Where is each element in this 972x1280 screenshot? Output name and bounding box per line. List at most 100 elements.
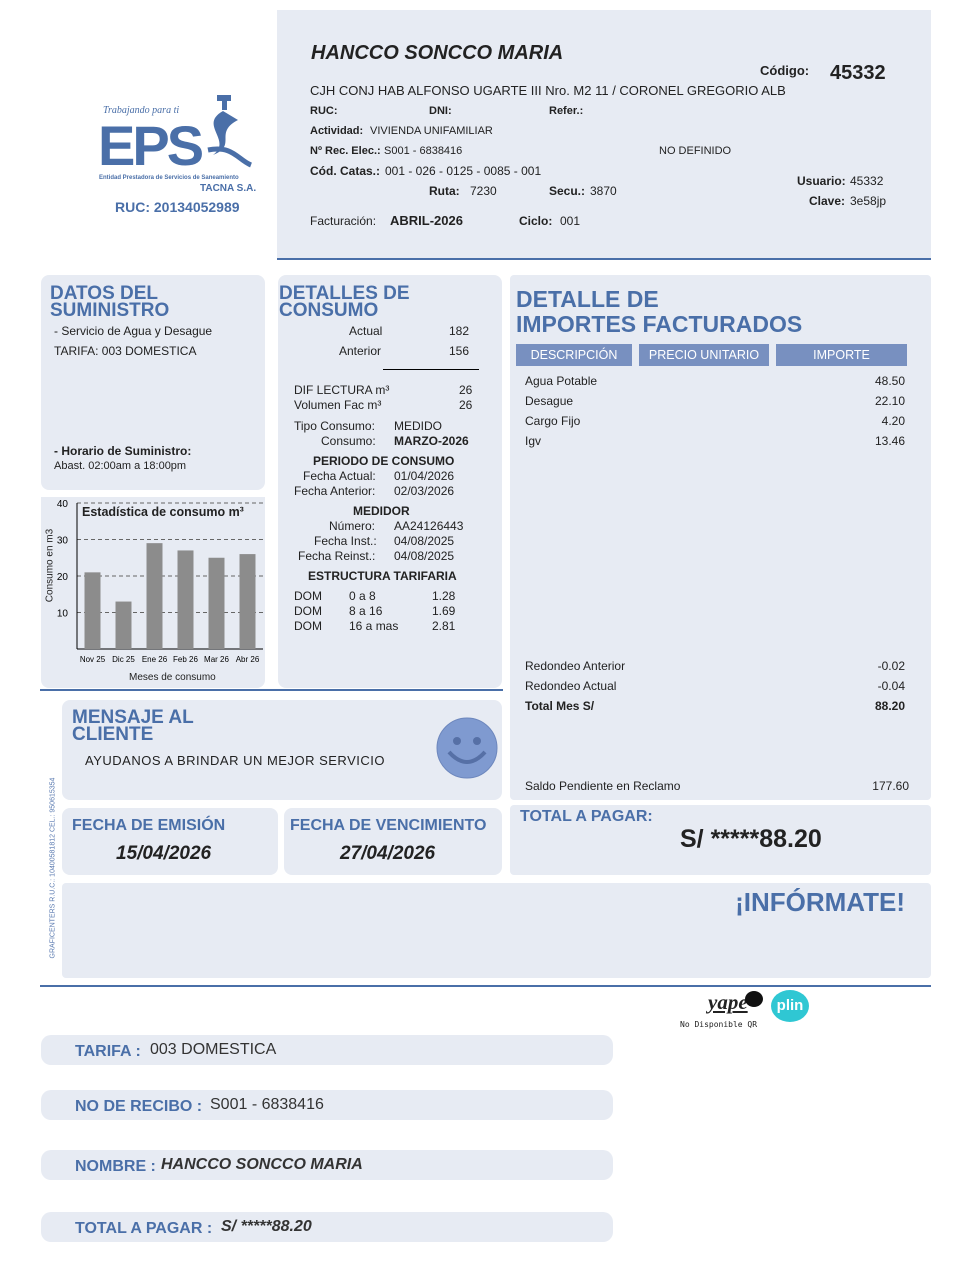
logo-ruc: RUC: 20134052989 xyxy=(115,199,240,215)
y-tick-label: 40 xyxy=(57,499,69,510)
importe-row: Cargo Fijo 4.20 xyxy=(525,414,905,428)
logo-company: TACNA S.A. xyxy=(200,183,257,194)
customer-header: HANCCO SONCCO MARIA Código: 45332 CJH CO… xyxy=(277,10,931,258)
medidor-title: MEDIDOR xyxy=(353,504,410,518)
mensaje-title: MENSAJE AL CLIENTE xyxy=(72,707,194,745)
redondeo-anterior-row: Redondeo Anterior -0.02 xyxy=(525,659,905,673)
actividad-label: Actividad: xyxy=(310,125,364,137)
vol-value: 26 xyxy=(459,398,473,412)
ruta-value: 7230 xyxy=(470,184,497,198)
total-label: TOTAL A PAGAR: xyxy=(520,808,653,825)
total-pagar-panel: TOTAL A PAGAR: S/ *****88.20 xyxy=(510,805,931,875)
chart-bar xyxy=(146,543,163,649)
ruta-label: Ruta: xyxy=(429,184,460,198)
yape-badge-icon xyxy=(745,991,763,1007)
resumen-nombre: NOMBRE : HANCCO SONCCO MARIA xyxy=(41,1150,613,1180)
fecha-emision-panel: FECHA DE EMISIÓN 15/04/2026 xyxy=(62,808,278,875)
x-tick-label: Mar 26 xyxy=(204,655,229,664)
datos-suministro-panel: DATOS DEL SUMINISTRO - Servicio de Agua y… xyxy=(41,275,265,490)
tipo-value: MEDIDO xyxy=(394,419,442,433)
saldo-reclamo-row: Saldo Pendiente en Reclamo 177.60 xyxy=(525,779,909,793)
sum-line xyxy=(383,369,479,370)
total-mes-row: Total Mes S/88.20 xyxy=(525,699,905,713)
consumo-title: DETALLES DE CONSUMO xyxy=(279,283,410,321)
servicio-text: - Servicio de Agua y Desague xyxy=(54,324,213,338)
facturacion-label: Facturación: xyxy=(310,214,377,228)
x-tick-label: Abr 26 xyxy=(236,655,260,664)
footer-divider xyxy=(40,985,931,987)
informate-panel: ¡INFÓRMATE! xyxy=(62,883,931,978)
importes-title: DETALLE DE IMPORTES FACTURADOS xyxy=(516,286,803,337)
resumen-total: TOTAL A PAGAR : S/ *****88.20 xyxy=(41,1212,613,1242)
chart-bar xyxy=(177,550,194,649)
logo-entity: Entidad Prestadora de Servicios de Sanea… xyxy=(99,175,239,181)
vol-label: Volumen Fac m³ xyxy=(294,398,382,412)
rec-value: S001 - 6838416 xyxy=(384,145,463,157)
mensaje-text: AYUDANOS A BRINDAR UN MEJOR SERVICIO xyxy=(85,753,385,768)
anterior-value: 156 xyxy=(449,344,470,358)
dif-label: DIF LECTURA m³ xyxy=(294,383,390,397)
usuario-value: 45332 xyxy=(850,174,884,188)
refer-label: Refer.: xyxy=(549,105,584,117)
dif-value: 26 xyxy=(459,383,473,397)
clave-value: 3e58jp xyxy=(850,194,887,208)
horario-value: Abast. 02:00am a 18:00pm xyxy=(54,460,187,472)
smiley-icon xyxy=(436,717,498,779)
x-tick-label: Dic 25 xyxy=(112,655,135,664)
qr-unavailable: No Disponible QR xyxy=(680,1020,758,1029)
detalles-consumo-panel: DETALLES DE CONSUMO Actual 182 Anterior 1… xyxy=(278,275,502,688)
reinst-label: Fecha Reinst.: xyxy=(298,549,376,563)
y-tick-label: 10 xyxy=(57,609,69,620)
informate-title: ¡INFÓRMATE! xyxy=(735,887,905,917)
vencimiento-label: FECHA DE VENCIMIENTO xyxy=(290,817,487,834)
header-precio: PRECIO UNITARIO xyxy=(639,344,769,366)
chart-xlabel: Meses de consumo xyxy=(129,672,216,683)
emision-label: FECHA DE EMISIÓN xyxy=(72,817,226,834)
importe-row: Desague 22.10 xyxy=(525,394,905,408)
chart-bar xyxy=(115,601,132,649)
water-wave-icon xyxy=(207,95,253,168)
x-tick-label: Ene 26 xyxy=(142,655,168,664)
actual-value: 182 xyxy=(449,324,470,338)
actividad-value: VIVIENDA UNIFAMILIAR xyxy=(370,125,493,137)
dni-label: DNI: xyxy=(429,105,452,117)
inst-value: 04/08/2025 xyxy=(394,534,455,548)
address: CJH CONJ HAB ALFONSO UGARTE III Nro. M2 … xyxy=(310,83,786,98)
codigo-label: Código: xyxy=(760,63,810,78)
plin-logo: plin xyxy=(771,990,809,1022)
section-divider xyxy=(40,689,503,691)
no-definido: NO DEFINIDO xyxy=(659,145,732,157)
importe-row: Igv 13.46 xyxy=(525,434,905,448)
resumen-recibo: NO DE RECIBO : S001 - 6838416 xyxy=(41,1090,613,1120)
vencimiento-value: 27/04/2026 xyxy=(340,843,436,864)
consumo-chart: 10 20 30 40 Nov 25 Dic 25 Ene 26 Feb 26 Mar 26 Ab… xyxy=(57,499,263,664)
ciclo-value: 001 xyxy=(560,214,581,228)
tipo-label: Tipo Consumo: xyxy=(294,419,375,433)
catas-label: Cód. Catas.: xyxy=(310,164,381,178)
logo-tagline: Trabajando para ti xyxy=(103,105,180,116)
estructura-title: ESTRUCTURA TARIFARIA xyxy=(308,569,457,583)
numero-value: AA24126443 xyxy=(394,519,464,533)
redondeo-actual-row: Redondeo Actual -0.04 xyxy=(525,679,905,693)
clave-label: Clave: xyxy=(809,194,846,208)
ruc-label: RUC: xyxy=(310,105,338,117)
mensaje-panel: MENSAJE AL CLIENTE AYUDANOS A BRINDAR UN … xyxy=(62,700,502,800)
chart-bar xyxy=(84,572,101,649)
importe-row: Agua Potable 48.50 xyxy=(525,374,905,388)
ciclo-label: Ciclo: xyxy=(519,214,553,228)
actual-label: Actual xyxy=(349,324,383,338)
reinst-value: 04/08/2025 xyxy=(394,549,455,563)
fecha-anterior-label: Fecha Anterior: xyxy=(294,484,376,498)
printer-side-text: GRAFICENTERS R.U.C.: 10400581812 CEL.: 9… xyxy=(49,777,57,959)
x-tick-label: Feb 26 xyxy=(173,655,198,664)
chart-title: Estadística de consumo m³ xyxy=(82,505,244,519)
fecha-actual-value: 01/04/2026 xyxy=(394,469,455,483)
x-tick-label: Nov 25 xyxy=(80,655,106,664)
inst-label: Fecha Inst.: xyxy=(314,534,377,548)
y-tick-label: 30 xyxy=(57,536,69,547)
codigo-value: 45332 xyxy=(830,62,886,84)
cons-label: Consumo: xyxy=(321,434,376,448)
horario-label: - Horario de Suministro: xyxy=(54,444,192,458)
logo-brand: EPS xyxy=(98,114,204,177)
chart-bar xyxy=(208,557,225,649)
